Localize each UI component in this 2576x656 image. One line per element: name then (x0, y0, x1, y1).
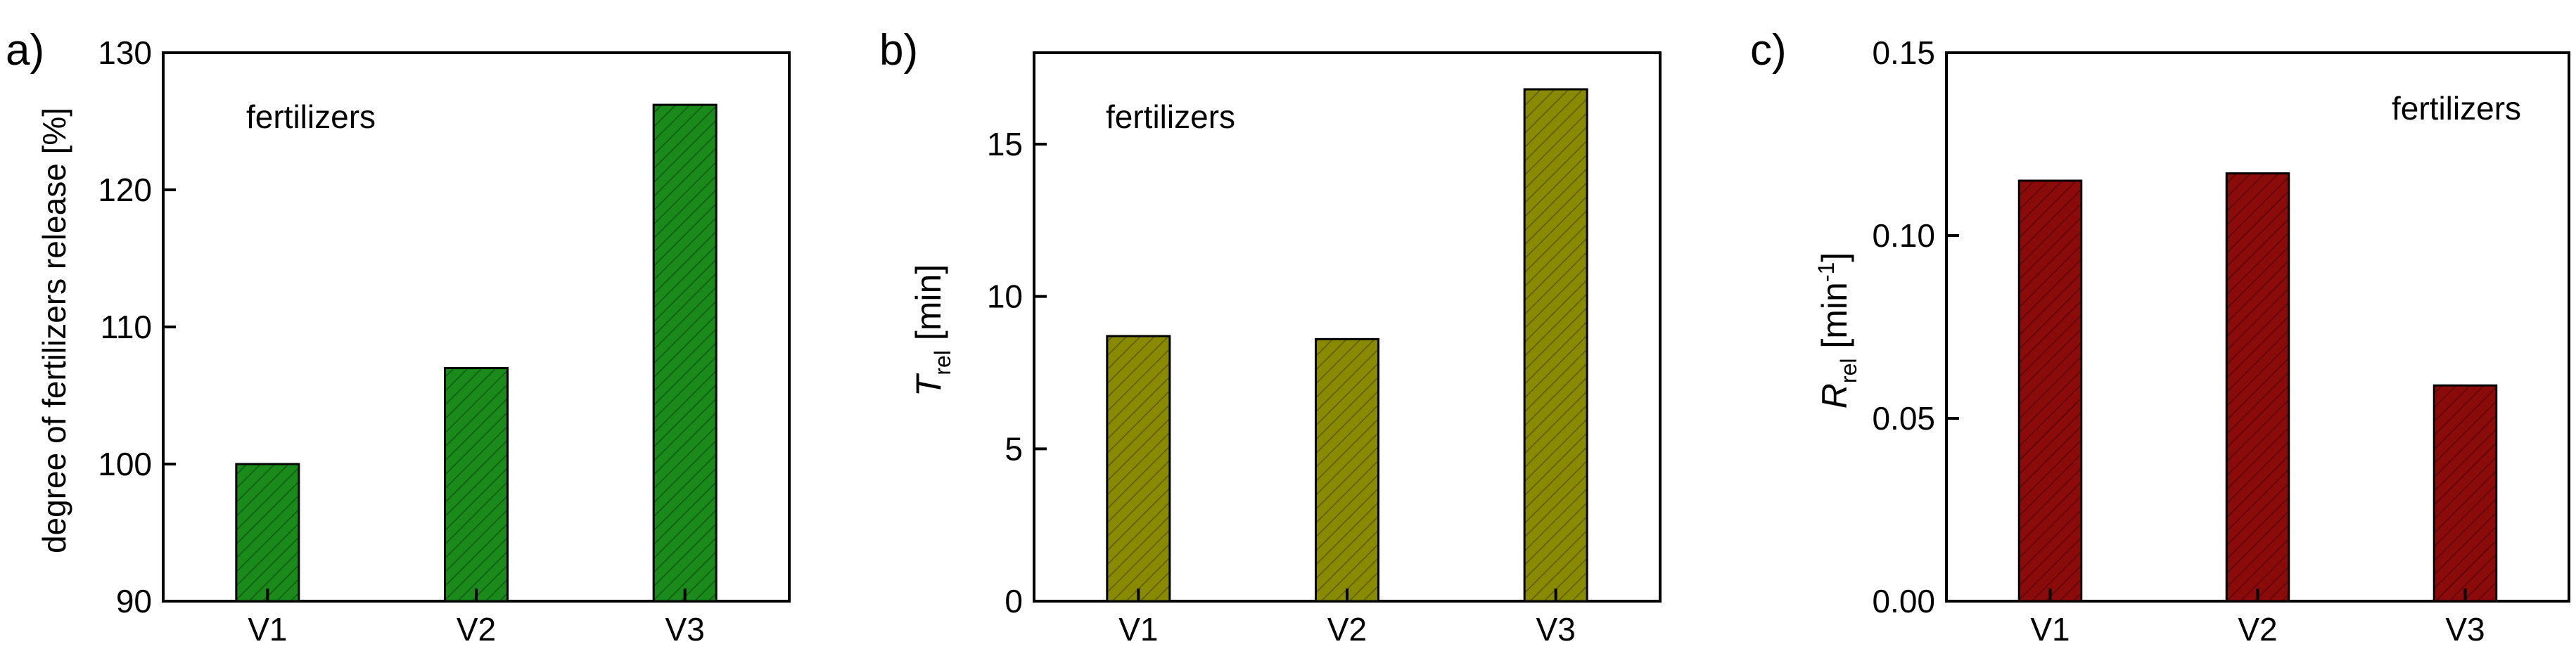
y-tick-label: 120 (98, 172, 152, 208)
bar-v2 (1315, 337, 1379, 603)
bar-v1 (235, 463, 300, 603)
bars-c (2017, 172, 2498, 603)
y-tick-label: 0.05 (1872, 400, 1935, 437)
y-ticks-a: 90 100 110 120 130 (98, 34, 176, 619)
y-ticks-b: 0 5 10 15 (987, 126, 1047, 619)
y-tick-label: 5 (1005, 430, 1023, 467)
x-tick-label: V1 (1118, 611, 1158, 648)
bar-v1 (2017, 179, 2083, 603)
bars-a (235, 103, 718, 603)
chart-panel-c: c) Rrel [min-1] 0.000.050.100.15 V1 V2 V3 … (1750, 26, 2570, 648)
y-tick-label: 0 (1005, 583, 1023, 619)
chart-panel-b: b) Trel [min] 0 5 10 15 V1 V2 V3 fertilizers (879, 26, 1662, 648)
panel-label-a: a) (6, 26, 44, 75)
x-tick-label: V1 (2030, 611, 2070, 648)
annotation-c: fertilizers (2392, 90, 2521, 127)
panel-label-c: c) (1750, 26, 1787, 75)
panel-label-b: b) (879, 26, 918, 75)
x-tick-label: V3 (2445, 611, 2485, 648)
x-ticks-c: V1 V2 V3 (2030, 589, 2485, 648)
y-axis-subscript-b: rel (930, 350, 955, 375)
bar-v2 (444, 367, 509, 603)
y-axis-label-b: Trel [min] (909, 264, 955, 397)
bar-v1 (1106, 335, 1171, 603)
y-tick-label: 130 (98, 34, 152, 71)
y-axis-unit-post-c: ] (1815, 252, 1854, 262)
x-ticks-b: V1 V2 V3 (1118, 589, 1576, 648)
y-tick-label: 0.00 (1872, 583, 1935, 619)
y-axis-label-c: Rrel [min-1] (1813, 252, 1861, 409)
x-tick-label: V2 (457, 611, 496, 648)
y-axis-label-a: degree of fertilizers release [%] (36, 108, 72, 553)
y-ticks-c: 0.00 0.05 0.10 0.15 (1872, 34, 1959, 619)
bar-v3 (2432, 384, 2498, 603)
y-axis-unit-pre-c: [min (1815, 282, 1854, 358)
x-tick-label: V3 (665, 611, 705, 648)
y-axis-symbol-b: T (909, 373, 948, 397)
y-axis-subscript-c: rel (1836, 359, 1861, 384)
y-tick-label: 110 (101, 309, 152, 345)
annotation-b: fertilizers (1106, 98, 1235, 135)
bar-v3 (1523, 88, 1588, 603)
y-tick-label: 90 (116, 583, 152, 619)
bars-b (1106, 88, 1588, 603)
y-tick-label: 100 (98, 446, 152, 482)
x-tick-label: V3 (1536, 611, 1576, 648)
x-tick-label: V2 (1327, 611, 1367, 648)
bar-v3 (652, 103, 718, 603)
annotation-a: fertilizers (246, 98, 376, 135)
y-tick-label: 0.15 (1872, 34, 1935, 71)
chart-panel-a: a) degree of fertilizers release [%] 90 1… (6, 26, 791, 648)
x-tick-label: V2 (2238, 611, 2277, 648)
y-tick-label: 0.10 (1872, 217, 1935, 254)
y-axis-unit-sup-c: -1 (1813, 262, 1839, 282)
y-tick-label: 15 (987, 126, 1023, 162)
x-tick-label: V1 (248, 611, 287, 648)
x-ticks-a: V1 V2 V3 (248, 589, 705, 648)
bar-v2 (2225, 172, 2290, 603)
y-axis-unit-b: [min] (909, 264, 948, 350)
y-tick-label: 10 (987, 278, 1023, 315)
y-axis-symbol-c: R (1815, 383, 1854, 409)
